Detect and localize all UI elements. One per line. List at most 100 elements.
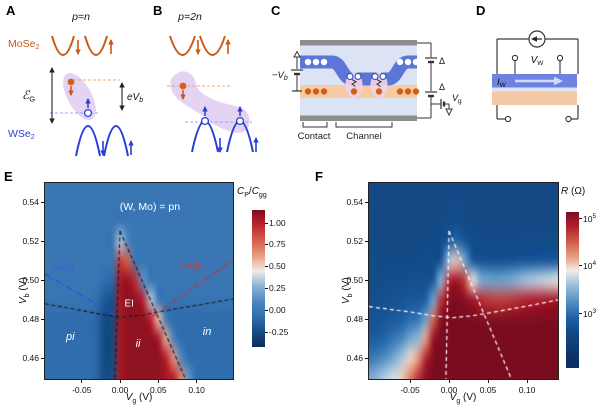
y-tick-mark — [365, 280, 369, 281]
panel-c-label: C — [271, 3, 281, 18]
channel-label: Channel — [346, 131, 381, 142]
colorbar-tick-mark — [265, 309, 268, 311]
heatmap-label: (W, Mo) = pn — [119, 200, 181, 213]
panel-f-label: F — [315, 169, 323, 184]
colorbar-tick-label: 103 — [583, 307, 597, 319]
contact-label: Contact — [298, 131, 331, 142]
electron-icon — [179, 82, 187, 90]
y-tick-mark — [41, 357, 45, 359]
y-tick-mark — [365, 202, 369, 204]
colorbar-tick-mark — [265, 288, 268, 290]
channel-hole-icons — [346, 72, 387, 81]
voltage-probes — [511, 54, 564, 74]
e-colorbar-title: CP/Cgg — [237, 186, 267, 199]
y-tick-mark — [365, 318, 369, 320]
y-tick-label: 0.48 — [346, 313, 363, 324]
mose2-label: MoSe2 — [8, 38, 39, 51]
colorbar-tick-label: 104 — [583, 260, 597, 272]
colorbar-tick-label: 0.25 — [269, 283, 286, 294]
x-tick-mark — [119, 379, 121, 383]
gate-voltage-label: Vg — [452, 93, 462, 105]
y-tick-mark — [365, 241, 369, 243]
e-x-axis-title: Vg (V) — [125, 392, 153, 405]
probe-terminal-icon — [511, 54, 519, 62]
y-tick-mark — [365, 357, 369, 359]
spin-arrows-valence — [217, 137, 259, 153]
ground-icon — [445, 108, 453, 117]
y-tick-mark — [41, 241, 45, 243]
panel-b-label: B — [153, 3, 163, 18]
mose2-layer-bar — [492, 91, 577, 105]
x-tick-mark — [487, 379, 489, 383]
current-flow-arrowhead — [554, 76, 563, 86]
current-source-arrowhead — [531, 36, 537, 42]
colorbar-tick-mark — [265, 222, 268, 224]
bias-wire-left — [291, 50, 303, 92]
top-gate-bar — [300, 40, 417, 46]
x-tick-label: 0.10 — [188, 385, 205, 395]
exciton-ellipse — [63, 73, 96, 120]
y-tick-label: 0.50 — [22, 275, 39, 285]
conduction-band-curves — [169, 35, 226, 56]
heatmap-label: pi — [65, 330, 75, 343]
y-tick-label: 0.46 — [22, 352, 39, 363]
colorbar-tick-mark — [265, 244, 268, 246]
current-label: IW — [497, 77, 507, 89]
f-colorbar-title: R (Ω) — [561, 186, 586, 197]
spin-arrows-conduction — [195, 39, 231, 55]
colorbar — [252, 210, 265, 347]
spin-arrows-valence — [100, 140, 134, 156]
band-diagram-trion: p=2n — [167, 11, 259, 153]
x-tick-mark — [157, 379, 159, 383]
device-cross-section: −Vb Δ Δ Vg Contact Channel — [272, 40, 462, 142]
colorbar-tick-label: 0.00 — [269, 304, 286, 315]
colorbar-tick-label: -0.25 — [269, 326, 289, 337]
x-tick-mark — [196, 379, 198, 383]
electron-icon — [67, 78, 75, 86]
hole-icon — [200, 116, 210, 126]
panel-d-label: D — [476, 3, 486, 18]
probe-voltage-label: VW — [531, 55, 545, 67]
wse2-band-profile — [300, 55, 417, 86]
binding-zigzag-icons — [351, 79, 382, 87]
heatmap-label: ii — [135, 337, 141, 350]
bias-label: eVb — [127, 92, 143, 104]
x-tick-label: -0.05 — [72, 385, 92, 395]
wse2-label: WSe2 — [8, 128, 35, 141]
hole-icon — [83, 108, 93, 118]
x-tick-label: 0.00 — [440, 385, 458, 395]
delta-bottom-label: Δ — [439, 82, 445, 92]
band-diagram-exciton: p=n MoSe2 ℰG eVb WSe2 — [8, 11, 143, 157]
spin-arrows-conduction — [75, 39, 114, 55]
contact-hole-icons — [304, 58, 420, 66]
bottom-gate-bar — [300, 115, 417, 121]
region-brackets — [302, 122, 393, 128]
hole-icon — [235, 116, 245, 126]
x-tick-label: 0.10 — [518, 385, 536, 395]
panel-e-label: E — [4, 169, 13, 184]
x-tick-label: 0.05 — [150, 385, 167, 395]
colorbar-tick-label: 105 — [583, 212, 597, 224]
y-tick-label: 0.54 — [346, 197, 363, 208]
colorbar-tick-mark — [579, 265, 582, 267]
bottom-terminal-icon — [504, 115, 512, 123]
gate-wiring-right — [417, 42, 453, 119]
colorbar-tick-label: 0.50 — [269, 261, 286, 272]
x-tick-label: 0.05 — [479, 385, 497, 395]
y-tick-mark — [41, 280, 45, 281]
x-tick-mark — [409, 379, 411, 383]
x-tick-mark — [81, 379, 83, 383]
y-tick-mark — [41, 318, 45, 320]
f-x-axis-title: Vg (V) — [449, 392, 477, 405]
panel-a-label: A — [6, 3, 16, 18]
y-tick-label: 0.52 — [346, 236, 363, 247]
valence-band-curves — [75, 125, 129, 157]
heatmap-label: p=2n — [52, 262, 75, 274]
panel-a-title: p=n — [71, 11, 90, 23]
y-tick-label: 0.52 — [22, 236, 39, 247]
resistance-heatmap-canvas — [369, 183, 558, 379]
colorbar-tick-mark — [265, 266, 268, 268]
y-tick-label: 0.50 — [346, 275, 363, 285]
measurement-circuit: VW IW — [492, 30, 579, 123]
